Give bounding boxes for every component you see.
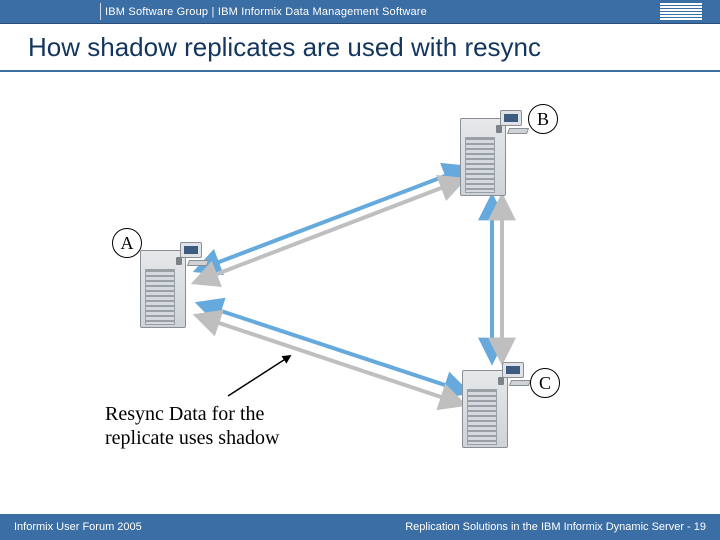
edge-A-C [198,316,462,404]
server-B [460,110,518,198]
node-label-C: C [530,368,560,398]
caption-pointer [228,356,290,396]
header-text: IBM Software Group | IBM Informix Data M… [105,6,427,18]
edge-A-B [198,168,466,270]
caption-line1: Resync Data for the [105,402,279,426]
server-C [462,362,520,450]
caption-line2: replicate uses shadow [105,426,279,450]
slide: IBM Software Group | IBM Informix Data M… [0,0,720,540]
footer-left: Informix User Forum 2005 [14,521,142,533]
ibm-logo-icon [660,3,702,21]
node-label-B: B [528,104,558,134]
node-label-A: A [112,228,142,258]
edge-A-C [200,304,466,392]
header-bar: IBM Software Group | IBM Informix Data M… [0,0,720,24]
server-A [140,242,198,330]
diagram-canvas: A B C Resync Data for the replicate uses s… [0,72,720,514]
footer-right: Replication Solutions in the IBM Informi… [405,521,706,533]
title-band: How shadow replicates are used with resy… [0,24,720,72]
footer-bar: Informix User Forum 2005 Replication Sol… [0,514,720,540]
header-divider [100,3,101,20]
caption: Resync Data for the replicate uses shado… [105,402,279,450]
page-title: How shadow replicates are used with resy… [28,32,541,63]
edge-A-B [196,180,462,282]
